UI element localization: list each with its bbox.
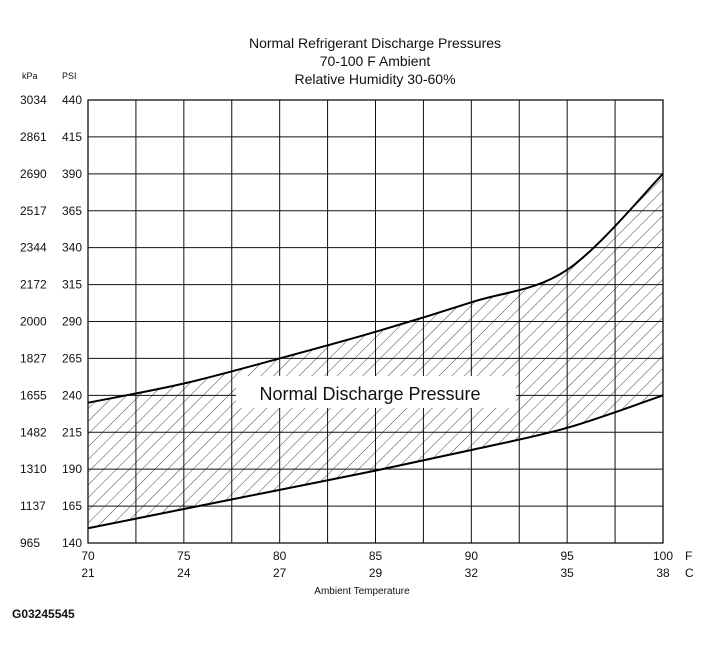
y-tick-psi: 140	[62, 536, 82, 550]
x-tick-f: 90	[465, 549, 479, 563]
plot-frame	[87, 99, 664, 544]
band-label-group: Normal Discharge Pressure	[236, 376, 516, 408]
x-tick-f: 85	[369, 549, 383, 563]
y-tick-kpa: 2344	[20, 241, 47, 255]
chart-title-line-3: Relative Humidity 30-60%	[294, 71, 455, 87]
x-tick-f: 70	[81, 549, 95, 563]
x-tick-c: 24	[177, 566, 191, 580]
y-tick-psi: 190	[62, 462, 82, 476]
x-axis-ticks: 70 21 75 24 80 27 85 29 90 32 95 35 100 38	[81, 549, 673, 580]
y-tick-psi: 315	[62, 278, 82, 292]
chart-title-line-1: Normal Refrigerant Discharge Pressures	[249, 35, 501, 51]
x-unit-c: C	[685, 566, 694, 580]
y-tick-kpa: 2517	[20, 204, 47, 218]
x-tick-f: 95	[560, 549, 574, 563]
y-tick-kpa: 1482	[20, 425, 47, 439]
x-tick-f: 75	[177, 549, 191, 563]
pressure-curves	[87, 173, 664, 530]
y-tick-psi: 265	[62, 351, 82, 365]
y-tick-kpa: 2861	[20, 130, 47, 144]
y-tick-psi: 340	[62, 241, 82, 255]
band-label: Normal Discharge Pressure	[259, 384, 480, 404]
x-tick-c: 29	[369, 566, 383, 580]
y-tick-kpa: 2172	[20, 278, 47, 292]
y-tick-kpa: 1137	[20, 499, 46, 513]
x-tick-f: 80	[273, 549, 287, 563]
x-tick-c: 32	[465, 566, 479, 580]
band-label-background	[236, 376, 516, 408]
y-unit-kpa: kPa	[22, 71, 38, 81]
x-unit-f: F	[685, 549, 692, 563]
y-tick-kpa: 1310	[20, 462, 47, 476]
y-tick-kpa: 1827	[20, 351, 47, 365]
discharge-pressure-chart: Normal Refrigerant Discharge Pressures 7…	[20, 35, 694, 597]
lower-pressure-curve	[87, 394, 664, 530]
x-axis-label: Ambient Temperature	[314, 586, 410, 597]
figure-id: G03245545	[12, 607, 75, 621]
y-axis-ticks: 965 140 1137 165 1310 190 1482 215 1655 240 1827 26…	[20, 93, 82, 550]
y-tick-kpa: 3034	[20, 93, 47, 107]
grid-lines	[87, 99, 664, 544]
x-tick-c: 27	[273, 566, 287, 580]
y-tick-kpa: 965	[20, 536, 40, 550]
upper-pressure-curve	[87, 173, 664, 404]
y-unit-psi: PSI	[62, 71, 77, 81]
y-tick-kpa: 1655	[20, 388, 47, 402]
y-tick-psi: 290	[62, 315, 82, 329]
y-tick-kpa: 2000	[20, 315, 47, 329]
chart-title-line-2: 70-100 F Ambient	[320, 53, 431, 69]
y-tick-psi: 215	[62, 425, 82, 439]
y-tick-psi: 365	[62, 204, 82, 218]
x-tick-f: 100	[653, 549, 673, 563]
y-tick-psi: 440	[62, 93, 82, 107]
y-tick-psi: 165	[62, 499, 82, 513]
y-tick-psi: 415	[62, 130, 82, 144]
y-tick-psi: 240	[62, 388, 82, 402]
y-tick-psi: 390	[62, 167, 82, 181]
x-tick-c: 38	[656, 566, 670, 580]
x-tick-c: 21	[81, 566, 95, 580]
y-tick-kpa: 2690	[20, 167, 47, 181]
x-tick-c: 35	[560, 566, 574, 580]
